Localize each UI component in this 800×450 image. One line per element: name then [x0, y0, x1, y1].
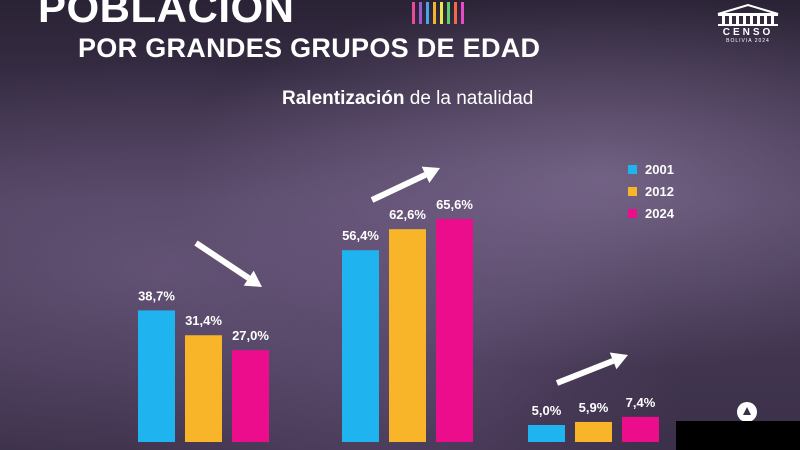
- legend-item-2012: 2012: [628, 180, 674, 202]
- bar-2001-group-1: [138, 310, 175, 442]
- stripe: [440, 2, 443, 24]
- bar-2001-group-2: [342, 250, 379, 442]
- legend-item-2024: 2024: [628, 202, 674, 224]
- legend-swatch: [628, 164, 637, 174]
- bar-2012-group-3: [575, 421, 612, 442]
- stripe: [426, 2, 429, 24]
- bottom-black-box: [676, 421, 800, 450]
- bar-2024-group-2: [436, 218, 473, 442]
- chart-title-bold: Ralentización: [282, 88, 405, 109]
- chart-legend: 2001 2012 2024: [628, 158, 674, 224]
- page-subtitle-line: POR GRANDES GRUPOS DE EDAD: [78, 33, 540, 64]
- navigation-up-icon[interactable]: [737, 402, 757, 422]
- stripe: [447, 2, 450, 24]
- data-label-2001-group-1: 38,7%: [138, 288, 175, 303]
- legend-label: 2012: [645, 183, 674, 199]
- stripe: [419, 2, 422, 24]
- trend-arrow-up-shaft: [370, 172, 427, 203]
- data-label-2024-group-3: 7,4%: [626, 395, 656, 410]
- trend-arrow-down-shaft: [194, 240, 251, 281]
- data-label-2001-group-2: 56,4%: [342, 228, 379, 243]
- legend-item-2001: 2001: [628, 158, 674, 180]
- data-label-2024-group-2: 65,6%: [436, 197, 473, 212]
- chart-title: Ralentización de la natalidad: [282, 88, 533, 110]
- bar-2001-group-3: [528, 425, 565, 442]
- page-title: POBLACIÓN: [38, 0, 295, 31]
- stripe: [433, 2, 436, 24]
- legend-label: 2001: [645, 161, 674, 177]
- trend-arrow-up-head: [421, 166, 440, 183]
- bar-2012-group-1: [185, 335, 222, 442]
- logo-text: CENSO: [722, 27, 774, 38]
- stripe: [412, 2, 415, 24]
- data-label-2012-group-3: 5,9%: [579, 400, 609, 415]
- chart-title-rest: de la natalidad: [404, 88, 534, 109]
- legend-label: 2024: [645, 205, 674, 221]
- stripe: [454, 2, 457, 24]
- legend-swatch: [628, 186, 637, 196]
- logo-subtext: BOLIVIA 2024: [726, 38, 770, 44]
- censo-logo: CENSO BOLIVIA 2024: [712, 4, 784, 44]
- data-label-2012-group-2: 62,6%: [389, 207, 426, 222]
- data-label-2024-group-1: 27,0%: [232, 328, 269, 343]
- trend-arrow-down-head: [243, 270, 262, 287]
- trend-arrow-up-head: [609, 352, 628, 370]
- subtitle-normal-text: POR GRANDES: [78, 33, 291, 63]
- bar-2024-group-1: [232, 350, 269, 442]
- bar-2024-group-3: [622, 416, 659, 442]
- building-icon: [717, 4, 779, 26]
- color-stripes-decoration: [412, 2, 468, 24]
- data-label-2001-group-3: 5,0%: [532, 403, 562, 418]
- trend-arrow-up-shaft: [555, 358, 615, 386]
- data-label-2012-group-1: 31,4%: [185, 313, 222, 328]
- subtitle-bold-text: GRUPOS DE EDAD: [290, 33, 541, 63]
- stripe: [461, 2, 464, 24]
- bar-2012-group-2: [389, 229, 426, 442]
- legend-swatch: [628, 208, 637, 218]
